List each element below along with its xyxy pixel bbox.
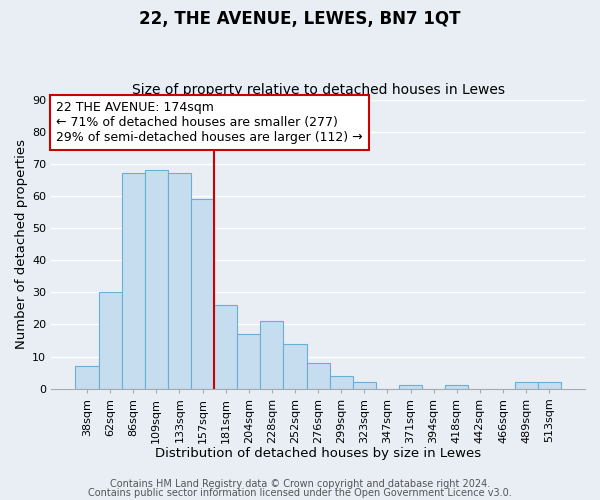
Bar <box>214 305 237 388</box>
Text: 22 THE AVENUE: 174sqm
← 71% of detached houses are smaller (277)
29% of semi-det: 22 THE AVENUE: 174sqm ← 71% of detached … <box>56 101 363 144</box>
Bar <box>445 386 468 388</box>
Bar <box>145 170 168 388</box>
Bar <box>515 382 538 388</box>
Bar <box>538 382 561 388</box>
Text: Contains public sector information licensed under the Open Government Licence v3: Contains public sector information licen… <box>88 488 512 498</box>
Y-axis label: Number of detached properties: Number of detached properties <box>15 139 28 349</box>
Bar <box>329 376 353 388</box>
Bar <box>307 363 329 388</box>
Title: Size of property relative to detached houses in Lewes: Size of property relative to detached ho… <box>131 83 505 97</box>
Bar <box>98 292 122 388</box>
Text: Contains HM Land Registry data © Crown copyright and database right 2024.: Contains HM Land Registry data © Crown c… <box>110 479 490 489</box>
Bar <box>237 334 260 388</box>
Text: 22, THE AVENUE, LEWES, BN7 1QT: 22, THE AVENUE, LEWES, BN7 1QT <box>139 10 461 28</box>
X-axis label: Distribution of detached houses by size in Lewes: Distribution of detached houses by size … <box>155 447 481 460</box>
Bar <box>76 366 98 388</box>
Bar <box>283 344 307 388</box>
Bar <box>191 199 214 388</box>
Bar <box>260 321 283 388</box>
Bar <box>353 382 376 388</box>
Bar <box>122 174 145 388</box>
Bar <box>168 174 191 388</box>
Bar <box>399 386 422 388</box>
